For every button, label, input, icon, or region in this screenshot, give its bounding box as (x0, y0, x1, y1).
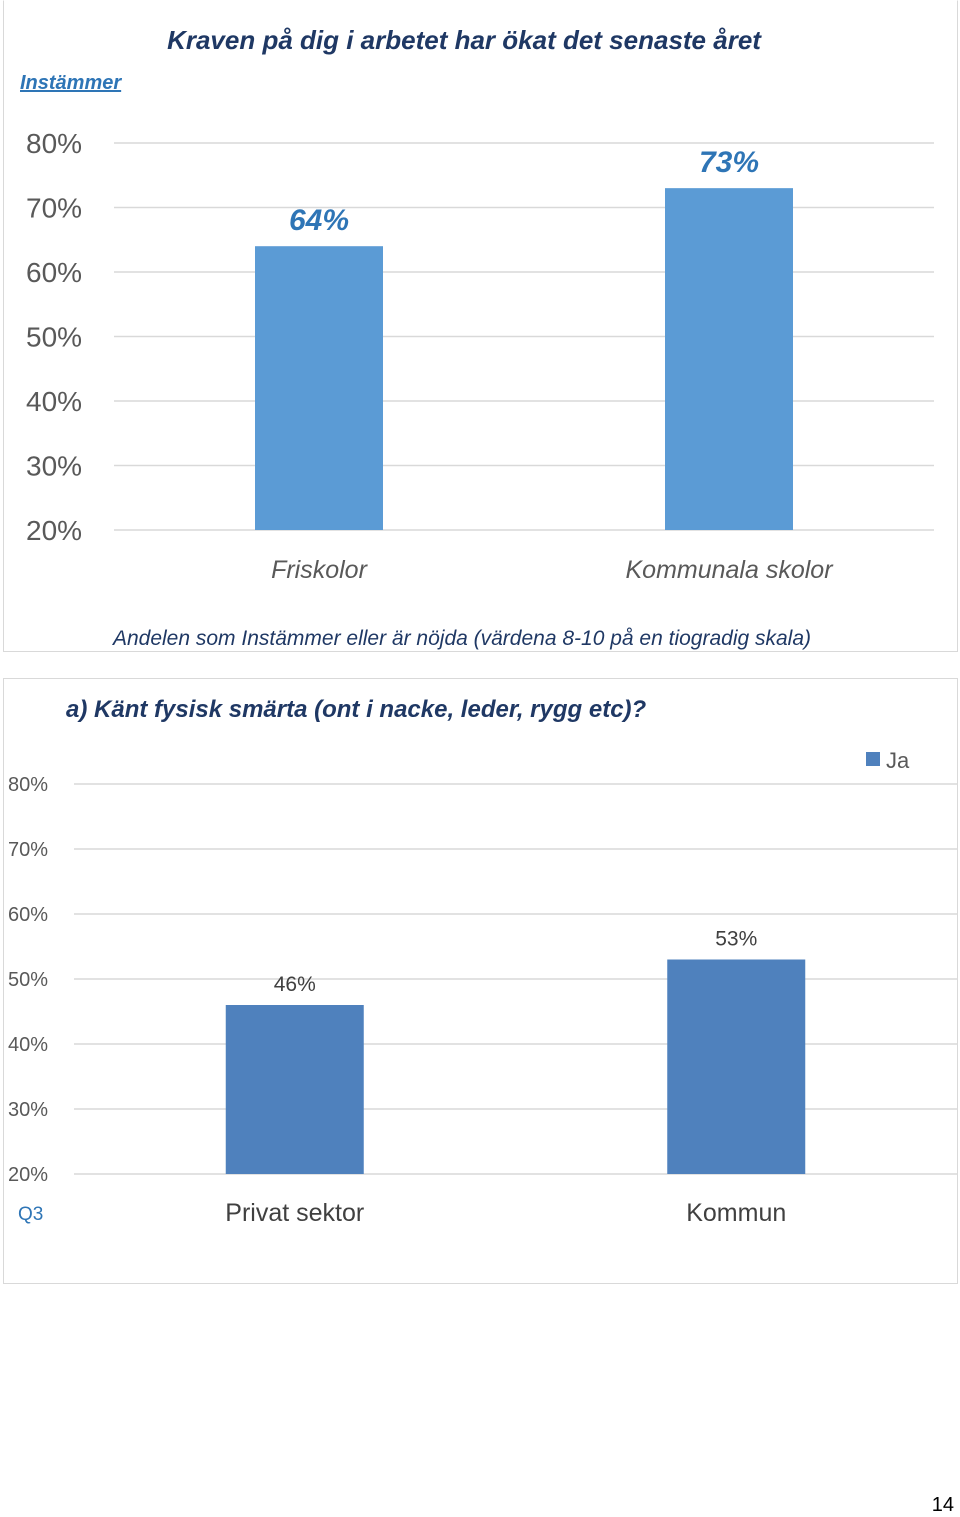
chart1-y-tick-label: 60% (26, 257, 82, 288)
chart2-data-label: 53% (715, 928, 757, 951)
chart1-data-label: 73% (699, 146, 759, 179)
chart2-legend-label: Ja (886, 748, 910, 773)
chart-panel-smarta: a) Känt fysisk smärta (ont i nacke, lede… (3, 678, 958, 1284)
chart2-y-tick-label: 80% (8, 774, 48, 796)
chart2-y-tick-label: 60% (8, 904, 48, 926)
chart1-category-label: Kommunala skolor (625, 556, 834, 584)
chart1-title: Kraven på dig i arbetet har ökat det sen… (167, 25, 762, 55)
chart-krav-svg: Kraven på dig i arbetet har ökat det sen… (20, 25, 934, 650)
chart2-y-tick-label: 30% (8, 1099, 48, 1121)
chart2-corner-label: Q3 (18, 1204, 43, 1225)
chart1-data-label: 64% (289, 204, 349, 237)
chart2-bar (225, 1005, 364, 1174)
chart2-y-tick-label: 50% (8, 969, 48, 991)
chart1-y-tick-label: 70% (26, 192, 82, 223)
chart2-y-tick-label: 20% (8, 1164, 48, 1186)
chart-smarta-svg: a) Känt fysisk smärta (ont i nacke, lede… (8, 696, 957, 1227)
chart1-y-tick-label: 20% (26, 515, 82, 546)
chart1-y-tick-label: 40% (26, 386, 82, 417)
chart2-y-tick-label: 70% (8, 839, 48, 861)
chart2-y-tick-label: 40% (8, 1034, 48, 1056)
chart2-title: a) Känt fysisk smärta (ont i nacke, lede… (66, 696, 647, 723)
chart1-legend-label: Instämmer (20, 72, 122, 94)
chart1-footnote: Andelen som Instämmer eller är nöjda (vä… (111, 627, 811, 650)
chart1-y-tick-label: 80% (26, 128, 82, 159)
chart2-bar (667, 959, 806, 1174)
chart1-bar (665, 188, 793, 530)
chart2-data-label: 46% (274, 973, 316, 996)
chart2-legend-swatch (866, 752, 880, 766)
chart1-category-label: Friskolor (271, 556, 369, 584)
chart2-category-label: Kommun (686, 1199, 786, 1227)
chart-panel-krav: Kraven på dig i arbetet har ökat det sen… (3, 0, 958, 652)
chart1-y-tick-label: 50% (26, 321, 82, 352)
chart1-y-tick-label: 30% (26, 450, 82, 481)
chart2-category-label: Privat sektor (225, 1199, 364, 1227)
chart1-bar (255, 246, 383, 530)
page-number: 14 (931, 1494, 954, 1516)
